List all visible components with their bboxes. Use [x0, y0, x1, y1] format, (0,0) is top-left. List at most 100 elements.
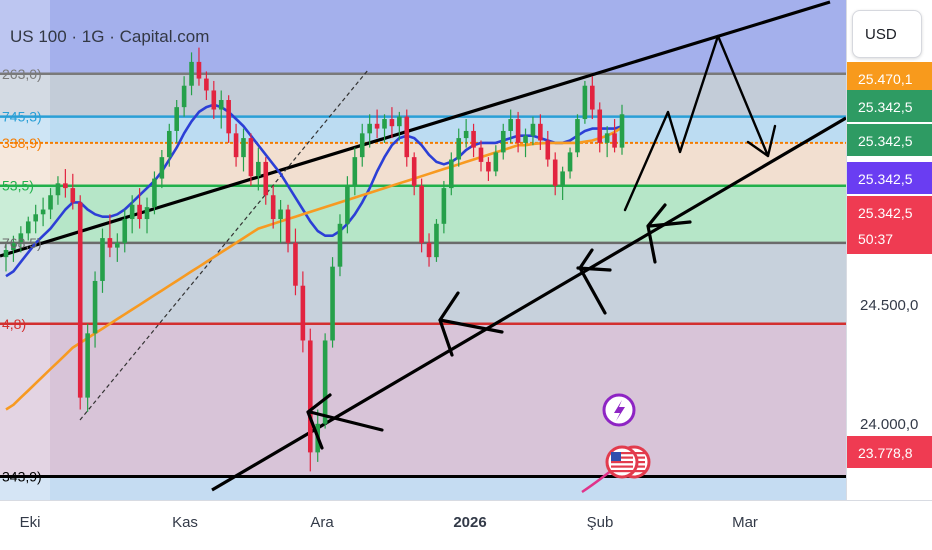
candle: [270, 185, 276, 229]
price-badge-label: 25.342,5: [858, 133, 913, 149]
candle-body: [85, 333, 90, 398]
candle: [144, 197, 150, 234]
drawn-arrow-3: [646, 203, 692, 264]
price-badge: 25.342,5: [847, 90, 932, 122]
candle-body: [538, 123, 543, 141]
fib-band-0: [0, 0, 846, 74]
candle-body: [345, 185, 350, 224]
candle: [471, 123, 476, 158]
candle: [115, 233, 120, 262]
candle-body: [575, 119, 580, 153]
candle-body: [189, 61, 194, 86]
candle: [434, 219, 439, 262]
candle: [189, 52, 194, 96]
price-badge-bg: [847, 162, 932, 194]
candle-body: [40, 209, 46, 215]
price-tick-label: 24.000,0: [860, 416, 918, 433]
price-badge-label: 25.342,5: [858, 99, 913, 115]
candle-body: [107, 238, 113, 248]
candle: [508, 109, 513, 143]
time-tick-label: Kas: [172, 514, 198, 531]
candle-body: [567, 152, 573, 172]
candle: [367, 114, 372, 148]
candle: [226, 95, 231, 143]
candle-body: [471, 130, 476, 148]
candle: [404, 109, 410, 167]
hand-drawn-arrows: [306, 34, 777, 450]
candle-body: [545, 140, 551, 160]
candle: [107, 214, 113, 258]
candle: [500, 123, 506, 160]
candle: [411, 152, 417, 196]
candle-body: [411, 157, 417, 186]
candle-body: [478, 147, 484, 162]
candle: [359, 123, 365, 167]
candle: [345, 176, 350, 234]
price-tick-label: 24.500,0: [860, 297, 918, 314]
candle: [597, 102, 603, 153]
candle-body: [248, 138, 254, 177]
price-badge-bg: [847, 62, 932, 94]
candle-body: [359, 133, 365, 158]
drawn-arrow-2: [576, 248, 612, 315]
price-badge: 23.778,8: [847, 436, 932, 468]
candle: [330, 257, 335, 348]
candle-body: [293, 242, 298, 286]
candle: [129, 195, 135, 234]
candle: [204, 71, 209, 100]
candle-body: [374, 123, 380, 129]
time-tick-label: Ara: [310, 514, 334, 531]
ma-slow-line: [5, 126, 623, 411]
fib-band-7: [0, 476, 846, 500]
candle: [486, 157, 491, 181]
candle: [211, 80, 217, 120]
currency-selector-button[interactable]: USD: [852, 10, 922, 58]
candle: [389, 107, 395, 139]
fib-label-0: 263,0): [2, 66, 42, 82]
candle: [604, 126, 610, 158]
candle-body: [166, 130, 172, 158]
us-flag-icon[interactable]: [605, 445, 639, 479]
candle: [122, 209, 128, 253]
candle-body: [256, 161, 261, 177]
candle-body: [582, 85, 588, 120]
candle-body: [115, 242, 120, 248]
chart-title: US 100 · 1G · Capital.com: [10, 27, 209, 46]
fib-band-3: [0, 142, 846, 186]
candle: [18, 226, 24, 253]
drawn-arrow-4: [623, 34, 777, 212]
candle: [337, 214, 343, 277]
price-badge-countdown: 50:37: [858, 231, 893, 247]
candle: [456, 128, 462, 167]
candle: [293, 228, 298, 296]
candle-body: [226, 100, 231, 134]
candle: [233, 123, 239, 167]
candle: [426, 233, 432, 267]
fib-band-6: [0, 323, 846, 477]
candle-body: [33, 214, 38, 222]
candle: [397, 111, 402, 141]
candle-body: [159, 157, 165, 179]
candle-body: [11, 242, 16, 250]
candle-body: [70, 188, 76, 203]
candle-body: [300, 285, 306, 341]
candle-body: [419, 185, 424, 243]
candle-body: [100, 238, 105, 281]
candles: [3, 47, 625, 472]
candle: [11, 235, 16, 262]
time-tick-label: Eki: [20, 514, 41, 531]
candle-body: [55, 183, 61, 196]
candle: [441, 180, 447, 234]
candle: [307, 328, 313, 472]
candle: [590, 76, 595, 120]
candle-body: [612, 133, 617, 148]
candle: [545, 130, 551, 167]
fib-label-3: 53,5): [2, 178, 34, 194]
candle-body: [3, 250, 9, 258]
candle: [174, 100, 179, 143]
candle: [493, 145, 499, 177]
candle: [619, 104, 625, 155]
candle-body: [456, 138, 462, 160]
fib-label-5: 4,8): [2, 316, 26, 332]
